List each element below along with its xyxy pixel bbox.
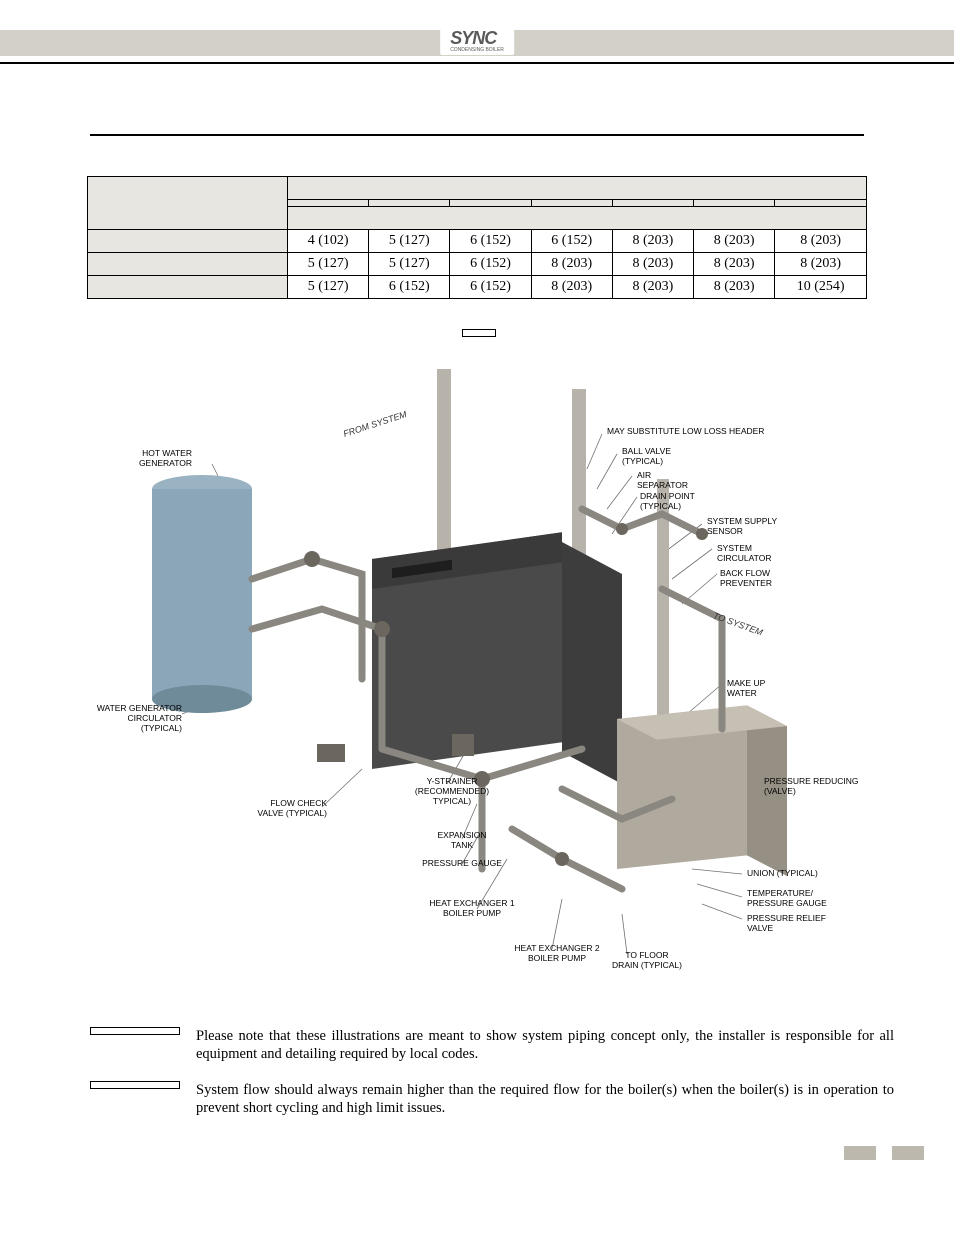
cell: 6 (152) xyxy=(450,276,531,299)
cell: 8 (203) xyxy=(531,276,612,299)
cell: 6 (152) xyxy=(531,230,612,253)
cell: 6 (152) xyxy=(450,230,531,253)
table: 4 (102) 5 (127) 6 (152) 6 (152) 8 (203) … xyxy=(87,176,867,299)
ball-valve-label: BALL VALVE(TYPICAL) xyxy=(622,447,722,467)
model-col xyxy=(694,200,775,207)
table-row: 4 (102) 5 (127) 6 (152) 6 (152) 8 (203) … xyxy=(88,230,867,253)
logo-text: SYNC xyxy=(450,28,504,49)
model-col xyxy=(369,200,450,207)
cell: 8 (203) xyxy=(694,253,775,276)
header-bar: SYNC CONDENSING BOILER xyxy=(0,30,954,56)
to-system-label: TO SYSTEM xyxy=(712,610,764,637)
row-label xyxy=(88,230,288,253)
table-row: 5 (127) 5 (127) 6 (152) 8 (203) 8 (203) … xyxy=(88,253,867,276)
model-label-box xyxy=(462,329,496,337)
notice-text: System flow should always remain higher … xyxy=(196,1081,894,1117)
model-col xyxy=(531,200,612,207)
notice-1: Please note that these illustrations are… xyxy=(90,1027,894,1063)
y-strainer-label: Y-STRAINER(RECOMMENDED)TYPICAL) xyxy=(407,777,497,806)
sizing-table: 4 (102) 5 (127) 6 (152) 6 (152) 8 (203) … xyxy=(87,176,867,299)
piping-diagram: FROM SYSTEM TO SYSTEM HOT WATERGENERATOR… xyxy=(62,329,892,1009)
union-typical-label: UNION (TYPICAL) xyxy=(747,869,867,879)
pressure-reducing-valve-label: PRESSURE REDUCING(VALVE) xyxy=(764,777,894,797)
model-col xyxy=(775,200,867,207)
cell: 5 (127) xyxy=(369,253,450,276)
footer-bars xyxy=(0,1146,924,1160)
table-header-row-1 xyxy=(88,177,867,200)
cell: 8 (203) xyxy=(775,253,867,276)
flow-check-valve-label: FLOW CHECKVALVE (TYPICAL) xyxy=(237,799,327,819)
section-rule xyxy=(90,134,864,136)
table-header-span xyxy=(288,177,867,200)
from-system-label: FROM SYSTEM xyxy=(342,409,408,439)
logo: SYNC CONDENSING BOILER xyxy=(440,26,514,55)
row-label xyxy=(88,276,288,299)
cell: 8 (203) xyxy=(531,253,612,276)
cell: 5 (127) xyxy=(288,253,369,276)
pressure-relief-valve-label: PRESSURE RELIEFVALVE xyxy=(747,914,867,934)
table-header-span2 xyxy=(288,207,867,230)
cell: 8 (203) xyxy=(612,276,693,299)
model-col xyxy=(450,200,531,207)
cell: 8 (203) xyxy=(775,230,867,253)
hot-water-generator-label: HOT WATERGENERATOR xyxy=(102,449,192,469)
expansion-tank-label: EXPANSIONTANK xyxy=(422,831,502,851)
temperature-pressure-gauge-label: TEMPERATURE/PRESSURE GAUGE xyxy=(747,889,867,909)
logo-sub: CONDENSING BOILER xyxy=(450,47,504,53)
row-label xyxy=(88,253,288,276)
air-separator-label: AIRSEPARATOR xyxy=(637,471,717,491)
header-rule xyxy=(0,62,954,64)
system-circulator-label: SYSTEMCIRCULATOR xyxy=(717,544,817,564)
drain-point-label: DRAIN POINT(TYPICAL) xyxy=(640,492,730,512)
notice-label xyxy=(90,1027,180,1035)
cell: 10 (254) xyxy=(775,276,867,299)
model-col xyxy=(612,200,693,207)
backflow-preventer-label: BACK FLOWPREVENTER xyxy=(720,569,820,589)
pressure-gauge-label: PRESSURE GAUGE xyxy=(402,859,522,869)
notice-text: Please note that these illustrations are… xyxy=(196,1027,894,1063)
cell: 6 (152) xyxy=(369,276,450,299)
notice-label xyxy=(90,1081,180,1089)
water-generator-circulator-label: WATER GENERATORCIRCULATOR(TYPICAL) xyxy=(72,704,182,733)
heat-exchanger-1-label: HEAT EXCHANGER 1BOILER PUMP xyxy=(407,899,537,919)
cell: 8 (203) xyxy=(612,230,693,253)
cell: 4 (102) xyxy=(288,230,369,253)
cell: 8 (203) xyxy=(612,253,693,276)
cell: 5 (127) xyxy=(288,276,369,299)
table-corner xyxy=(88,177,288,230)
makeup-water-label: MAKE UPWATER xyxy=(727,679,807,699)
model-col xyxy=(288,200,369,207)
table-row: 5 (127) 6 (152) 6 (152) 8 (203) 8 (203) … xyxy=(88,276,867,299)
cell: 8 (203) xyxy=(694,276,775,299)
footer-bar-icon xyxy=(844,1146,876,1160)
floor-drain-label: TO FLOORDRAIN (TYPICAL) xyxy=(602,951,692,971)
cell: 6 (152) xyxy=(450,253,531,276)
footer-bar-icon xyxy=(892,1146,924,1160)
cell: 5 (127) xyxy=(369,230,450,253)
system-supply-sensor-label: SYSTEM SUPPLYSENSOR xyxy=(707,517,817,537)
substitute-header-label: MAY SUBSTITUTE LOW LOSS HEADER xyxy=(607,427,807,437)
notice-2: System flow should always remain higher … xyxy=(90,1081,894,1117)
cell: 8 (203) xyxy=(694,230,775,253)
